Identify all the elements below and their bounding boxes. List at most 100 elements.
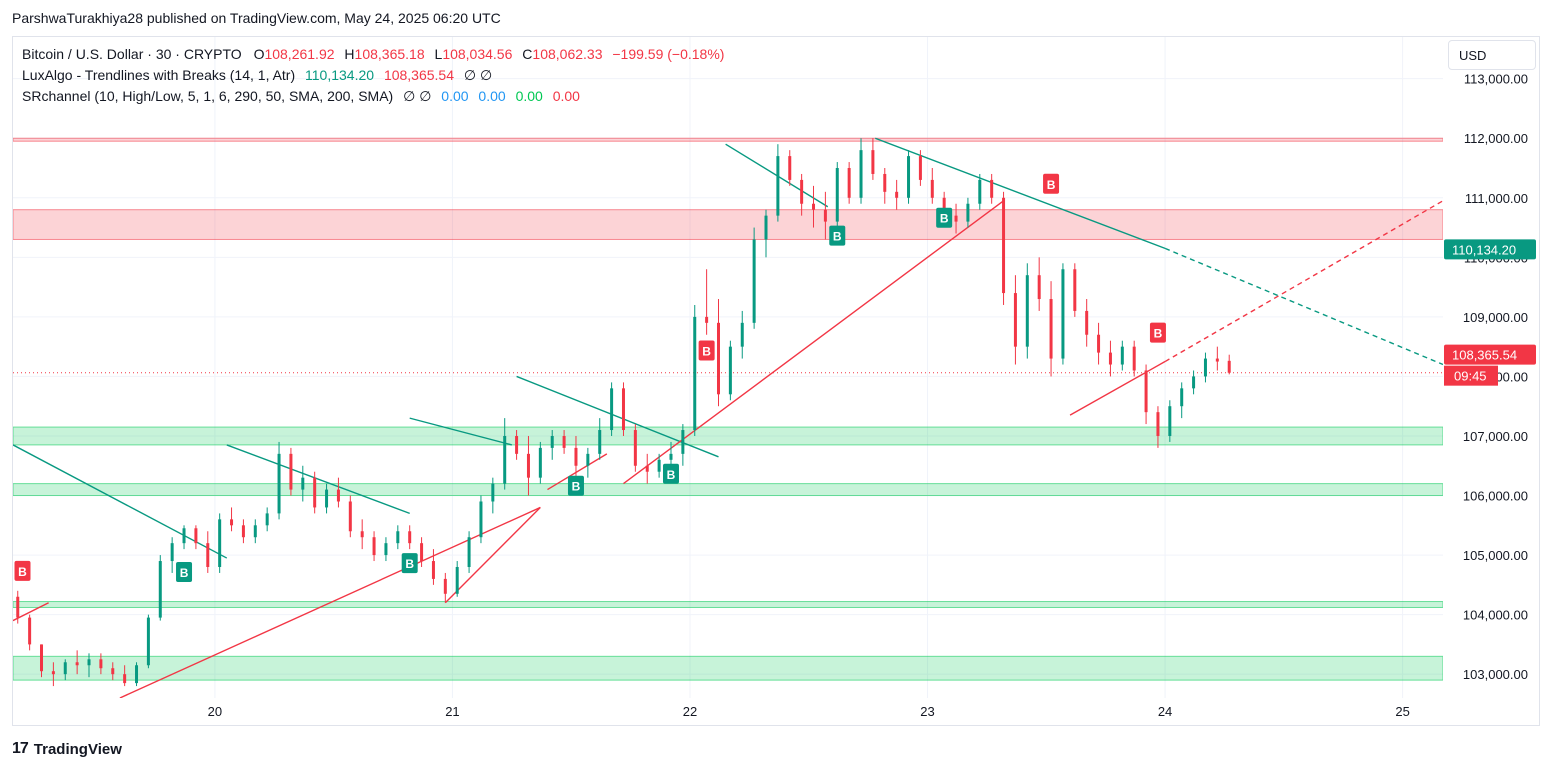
indicator-value: 0.00 — [552, 88, 580, 104]
candle-down — [1215, 358, 1219, 362]
candle-up — [503, 435, 507, 484]
candle-down — [230, 519, 234, 526]
candle-down — [942, 197, 946, 216]
candle-down — [954, 215, 958, 222]
signal-badge: B — [829, 225, 846, 246]
candle-down — [336, 489, 340, 502]
trendline-up — [444, 506, 541, 604]
signal-badge: B — [1043, 173, 1060, 194]
indicator-name: SRchannel (10, High/Low, 5, 1, 6, 290, 5… — [22, 88, 394, 104]
candle-up — [277, 453, 281, 514]
close-value: 108,062.33 — [532, 46, 603, 62]
x-tick-label: 25 — [1395, 704, 1409, 719]
currency-button[interactable]: USD — [1448, 40, 1536, 70]
signal-badge-bg — [401, 553, 418, 574]
candle-up — [1061, 269, 1065, 359]
signal-label: B — [940, 212, 949, 226]
candle-up — [681, 430, 685, 454]
candle-up — [135, 665, 139, 684]
y-tick-label: 112,000.00 — [1464, 131, 1528, 146]
indicator-value: 0.00 — [515, 88, 543, 104]
candle-up — [301, 477, 305, 490]
candle-down — [420, 543, 424, 562]
candle-up — [966, 203, 970, 222]
indicator-value: 110,134.20 — [305, 67, 375, 83]
footer-brand[interactable]: 17 TradingView — [12, 740, 122, 758]
legend-indicator-luxalgo[interactable]: LuxAlgo - Trendlines with Breaks (14, 1,… — [22, 65, 724, 86]
trendline-up — [623, 200, 1004, 485]
candle-down — [1227, 360, 1231, 373]
candle-up — [740, 322, 744, 347]
candle-up — [479, 501, 483, 538]
signal-badge: B — [698, 340, 715, 361]
candle-up — [491, 483, 495, 502]
candle-up — [776, 156, 780, 216]
candle-up — [1168, 406, 1172, 436]
candle-down — [1156, 412, 1160, 436]
candle-down — [621, 388, 625, 431]
candle-down — [372, 537, 376, 556]
signal-label: B — [667, 468, 676, 482]
candle-up — [253, 525, 257, 538]
support-zone — [13, 426, 1443, 446]
candle-up — [693, 316, 697, 431]
x-tick-label: 22 — [683, 704, 697, 719]
close-label: C — [522, 46, 533, 62]
signal-label: B — [18, 565, 27, 579]
legend-indicator-srchannel[interactable]: SRchannel (10, High/Low, 5, 1, 6, 290, 5… — [22, 86, 724, 107]
brand-name: TradingView — [33, 740, 122, 758]
open-value: 108,261.92 — [264, 46, 335, 62]
candle-down — [348, 501, 352, 532]
x-tick-label: 21 — [445, 704, 459, 719]
candle-down — [930, 179, 934, 198]
signal-badge: B — [1149, 322, 1166, 343]
candle-down — [1132, 346, 1136, 371]
chart-frame — [12, 36, 1540, 726]
y-tick-label: 111,000.00 — [1465, 191, 1528, 206]
signal-badge: B — [401, 553, 418, 574]
legend-symbol-row[interactable]: Bitcoin / U.S. Dollar · 30 · CRYPTO O108… — [22, 44, 724, 65]
candle-down — [562, 435, 566, 448]
low-label: L — [434, 46, 443, 62]
candle-down — [313, 477, 317, 508]
y-tick-label: 104,000.00 — [1463, 608, 1528, 623]
signal-label: B — [833, 230, 842, 244]
candle-down — [123, 674, 127, 684]
candle-up — [158, 561, 162, 618]
candle-up — [1120, 346, 1124, 365]
candle-down — [1002, 197, 1006, 294]
resistance-zone — [13, 209, 1443, 240]
candle-down — [75, 662, 79, 666]
candle-down — [883, 173, 887, 192]
support-zone — [13, 655, 1443, 681]
support-zone — [13, 601, 1443, 608]
signal-badge-bg — [1149, 322, 1166, 343]
signal-label: B — [405, 557, 414, 571]
candle-down — [206, 543, 210, 567]
candle-up — [538, 447, 542, 478]
low-value: 108,034.56 — [442, 46, 513, 62]
signal-badge: B — [176, 562, 193, 583]
indicator-value: 108,365.54 — [383, 67, 455, 83]
candle-up — [325, 489, 329, 508]
price-label: 108,365.54 — [1452, 348, 1517, 363]
candle-down — [28, 617, 32, 645]
candle-up — [182, 528, 186, 544]
candle-up — [170, 543, 174, 562]
price-label: 110,134.20 — [1452, 242, 1516, 257]
y-tick-label: 106,000.00 — [1463, 489, 1528, 504]
candle-down — [1013, 293, 1017, 347]
indicator-value: 0.00 — [478, 88, 506, 104]
candle-up — [598, 430, 602, 454]
signal-badge-bg — [936, 207, 953, 228]
open-label: O — [253, 46, 265, 62]
candle-down — [408, 531, 412, 544]
candle-down — [918, 156, 922, 180]
candle-down — [1144, 370, 1148, 413]
y-tick-label: 107,000.00 — [1463, 429, 1528, 444]
indicator-na: ∅ ∅ — [463, 67, 493, 83]
candle-down — [99, 659, 103, 669]
candle-up — [586, 453, 590, 466]
y-tick-label: 103,000.00 — [1463, 667, 1528, 682]
